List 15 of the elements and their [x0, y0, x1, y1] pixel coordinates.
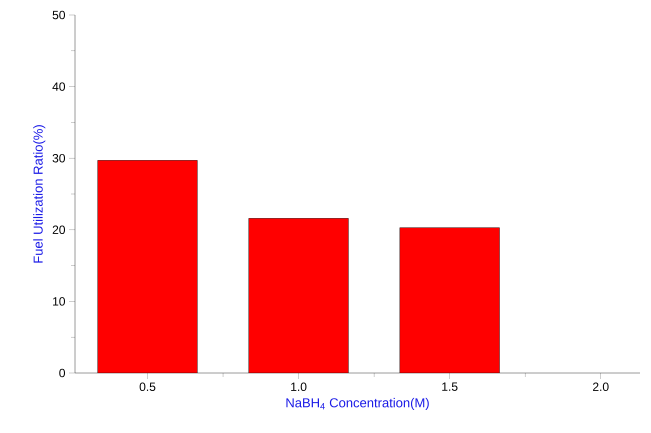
y-tick-label: 30	[52, 154, 66, 162]
x-tick-label: 1.5	[442, 382, 458, 391]
bar	[248, 218, 348, 373]
bar	[400, 227, 500, 373]
y-tick-label: 10	[53, 297, 66, 306]
y-tick-label: 40	[52, 82, 66, 91]
y-tick-label: 20	[52, 226, 66, 234]
y-tick-label: 50	[52, 10, 66, 20]
y-axis-title: Fuel Utilization Ratio(%)	[33, 125, 46, 263]
x-axis-title: NaBH$_{4}$ Concentration(M)	[286, 398, 429, 410]
y-tick-label: 0	[59, 368, 66, 378]
x-tick-label: 1.0	[291, 382, 306, 392]
x-tick-label: 0.5	[140, 382, 156, 392]
bar	[98, 160, 198, 373]
x-tick-label: 2.0	[593, 382, 609, 392]
